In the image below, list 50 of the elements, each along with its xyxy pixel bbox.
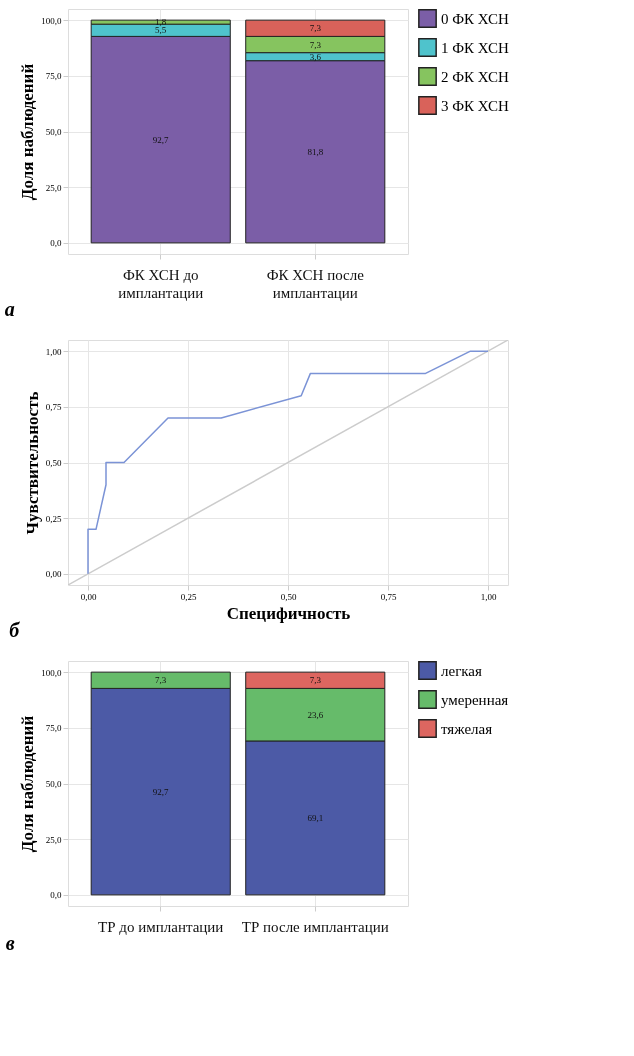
text: в (5, 932, 15, 954)
data-label: 69,1 (307, 812, 324, 823)
data-label: 92,7 (152, 786, 170, 797)
y-tick-label: 50,0 (45, 127, 62, 137)
x-tick-label: 0,50 (280, 591, 297, 602)
legend-label: 1 ФК ХСН (441, 39, 510, 56)
data-label: 7,3 (309, 675, 322, 686)
y-tick-label: 0,00 (45, 569, 62, 580)
x-tick-label: ТР до имплантации (98, 918, 224, 935)
data-label: 7,3 (155, 675, 167, 686)
data-label: 3,6 (309, 51, 322, 62)
x-tick-label: ФК ХСН до имплантации (118, 266, 204, 301)
data-label: 23,6 (307, 709, 324, 720)
data-label: 92,7 (152, 134, 170, 145)
x-axis-title: Специфичность (226, 603, 351, 623)
y-tick-label: 50,0 (45, 779, 62, 789)
x-tick-label: ТР после имплантации (241, 918, 389, 935)
data-label: 7,3 (309, 23, 322, 34)
y-tick-label: 0,25 (45, 513, 62, 524)
x-tick-label: 0,25 (180, 591, 197, 602)
y-axis-title: Доля наблюдений (18, 63, 38, 201)
data-label: 81,8 (307, 146, 324, 157)
y-axis-title: Доля наблюдений (18, 715, 38, 853)
legend-label: умеренная (441, 691, 509, 708)
y-tick-label: 0,0 (50, 890, 62, 901)
line-series (87, 350, 489, 575)
y-tick-label: 25,0 (45, 182, 62, 193)
legend-label: 0 ФК ХСН (441, 10, 510, 27)
y-tick-label: 0,75 (45, 402, 62, 413)
y-tick-label: 25,0 (45, 834, 62, 845)
y-tick-label: 75,0 (45, 723, 62, 734)
text: а (4, 298, 15, 320)
text: б (9, 619, 21, 641)
data-label: 7,3 (309, 39, 322, 50)
data-label: 5,5 (155, 25, 167, 36)
x-tick-label: 0,00 (80, 591, 97, 602)
legend-label: 3 ФК ХСН (441, 97, 510, 114)
y-tick-label: 0,0 (50, 238, 62, 249)
y-tick-label: 0,50 (45, 458, 62, 468)
y-tick-label: 100,0 (41, 15, 62, 26)
x-tick-label: 1,00 (480, 591, 497, 602)
legend-label: легкая (441, 662, 483, 679)
legend-label: 2 ФК ХСН (441, 68, 510, 85)
y-axis-title: Чувствительность (22, 391, 42, 535)
y-tick-label: 75,0 (45, 71, 62, 82)
y-tick-label: 1,00 (45, 346, 62, 357)
legend-label: тяжелая (441, 720, 493, 737)
x-tick-label: 0,75 (380, 591, 397, 602)
y-tick-label: 100,0 (41, 667, 62, 678)
x-tick-label: ФК ХСН после имплантации (266, 266, 365, 301)
